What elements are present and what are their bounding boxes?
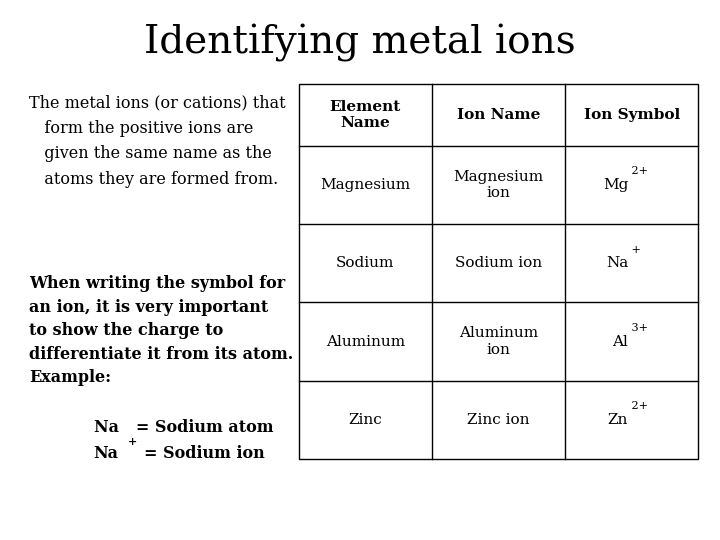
Text: 3+: 3+ — [628, 323, 648, 333]
Text: Identifying metal ions: Identifying metal ions — [144, 24, 576, 62]
Text: 2+: 2+ — [628, 401, 648, 411]
Text: Zn: Zn — [608, 413, 628, 427]
Text: Na: Na — [606, 256, 628, 270]
Text: The metal ions (or cations) that
   form the positive ions are
   given the same: The metal ions (or cations) that form th… — [29, 94, 285, 188]
Text: +: + — [128, 436, 138, 447]
Text: +: + — [628, 245, 641, 255]
Text: When writing the symbol for
an ion, it is very important
to show the charge to
d: When writing the symbol for an ion, it i… — [29, 275, 293, 387]
Text: Sodium: Sodium — [336, 256, 395, 270]
Text: Ion Symbol: Ion Symbol — [584, 108, 680, 122]
Text: Mg: Mg — [603, 178, 628, 192]
Text: = Sodium ion: = Sodium ion — [144, 446, 265, 462]
Text: Na   = Sodium atom: Na = Sodium atom — [94, 418, 273, 435]
Text: Al: Al — [612, 335, 628, 348]
Text: Magnesium: Magnesium — [320, 178, 410, 192]
Text: Aluminum
ion: Aluminum ion — [459, 327, 538, 356]
Text: Na: Na — [94, 446, 119, 462]
Text: Sodium ion: Sodium ion — [455, 256, 542, 270]
Text: Element
Name: Element Name — [330, 100, 401, 130]
Text: Ion Name: Ion Name — [457, 108, 540, 122]
Text: Magnesium
ion: Magnesium ion — [454, 170, 544, 200]
Text: Aluminum: Aluminum — [326, 335, 405, 348]
Text: 2+: 2+ — [628, 166, 648, 177]
Bar — [299, 84, 698, 459]
Text: Zinc: Zinc — [348, 413, 382, 427]
Text: Zinc ion: Zinc ion — [467, 413, 530, 427]
